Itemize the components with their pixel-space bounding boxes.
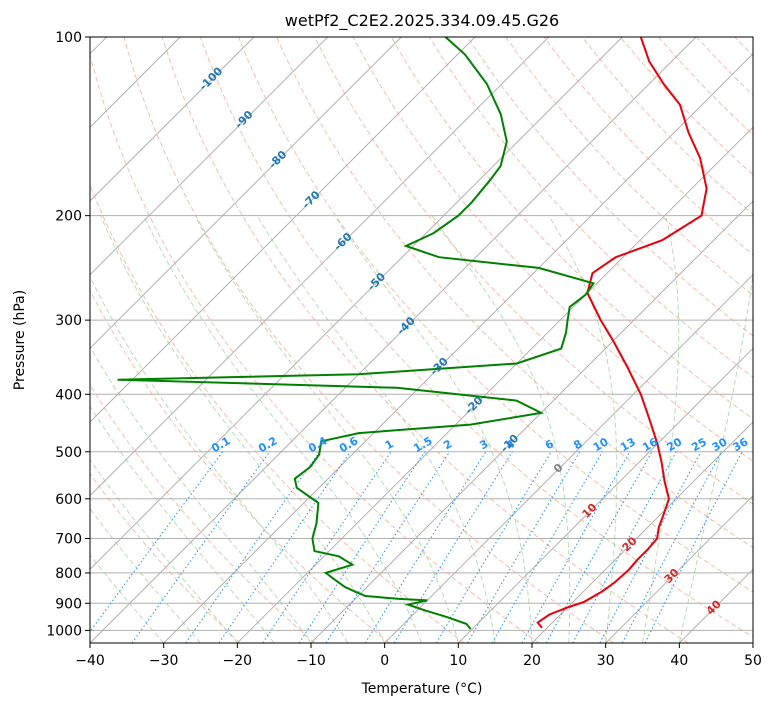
mixing-ratio-line [435, 451, 552, 643]
mixing-ratio-lines [90, 451, 743, 643]
dry-adiabat [314, 37, 753, 505]
x-tick-label: −40 [75, 653, 105, 669]
mixing-ratio-line [644, 451, 743, 643]
isotherm-line [90, 37, 255, 202]
dry-adiabat [90, 289, 390, 643]
y-tick-label: 600 [55, 492, 82, 508]
y-tick-label: 400 [55, 387, 82, 403]
moist-adiabat [90, 345, 312, 643]
y-tick-label: 500 [55, 445, 82, 461]
x-tick-label: 30 [597, 653, 615, 669]
chart-title: wetPf2_C2E2.2025.334.09.45.G26 [285, 11, 559, 31]
plot-frame [89, 36, 754, 644]
isotherm-line [310, 200, 753, 643]
dry-adiabat [199, 37, 753, 638]
isotherm-line [90, 37, 329, 276]
data-series [117, 37, 708, 630]
mixing-ratio-line [364, 451, 487, 643]
isotherm-line [457, 347, 753, 643]
moist-adiabat [90, 507, 201, 643]
isotherm-line [531, 421, 753, 643]
moist-adiabats [90, 215, 753, 643]
dry-adiabat [90, 384, 316, 643]
moist-adiabat [100, 215, 386, 643]
y-tick-label: 100 [55, 30, 82, 46]
moist-adiabat [256, 215, 496, 643]
x-tick-label: 0 [380, 653, 389, 669]
mixing-ratio-line [131, 451, 271, 643]
mixing-ratio-line [545, 451, 653, 643]
mixing-ratio-line [599, 451, 702, 643]
dry-adiabat [505, 37, 753, 296]
isotherm-line [605, 494, 753, 643]
x-tick-label: −10 [296, 653, 326, 669]
mixing-ratio-line [185, 451, 321, 643]
dry-adiabat [90, 183, 465, 643]
plot-area: 0.1 0.2 0.4 0.6 1 1.5 2 3 4 6 8 10 13 16 20 25 30 36-100-… [90, 37, 753, 643]
isotherm-line [90, 37, 402, 350]
isotherm-line [90, 37, 550, 497]
isotherm-line [90, 37, 476, 423]
mixing-ratio-line [262, 451, 392, 643]
dry-adiabat [90, 472, 241, 643]
dry-adiabat [238, 37, 753, 593]
y-tick-label: 1000 [46, 623, 82, 639]
mixing-ratio-line [572, 451, 677, 643]
mixing-ratio-line [90, 451, 224, 633]
moist-adiabat [194, 215, 459, 643]
x-tick-label: 10 [449, 653, 467, 669]
y-tick-label: 900 [55, 596, 82, 612]
x-tick-label: 40 [670, 653, 688, 669]
y-tick-label: 200 [55, 209, 82, 225]
dry-adiabat [352, 37, 753, 462]
x-axis-label: Temperature (°C) [361, 681, 483, 697]
mixing-ratio-line [325, 451, 451, 643]
moist-adiabat [642, 215, 680, 643]
moist-adiabat [548, 215, 618, 643]
moist-adiabat [431, 215, 571, 643]
isotherm-line [384, 273, 753, 643]
axis-ticks: −40 −30 −20 −10 0 10 20 30 40 50 1000 900 800 700 600 5… [46, 30, 762, 669]
isotherm-line [163, 52, 753, 643]
dry-adiabat [123, 37, 614, 643]
y-axis-label: Pressure (hPa) [12, 290, 28, 390]
moist-adiabat [678, 270, 753, 643]
moist-adiabat [143, 215, 422, 643]
dry-adiabat [161, 37, 689, 643]
moist-adiabat [90, 554, 165, 643]
dry-adiabat [428, 37, 753, 378]
isotherm-line [90, 37, 623, 571]
y-tick-label: 800 [55, 566, 82, 582]
temperature-profile [536, 37, 708, 629]
dry-adiabat [90, 52, 540, 643]
mixing-ratio-line [218, 451, 351, 643]
moist-adiabat [90, 458, 238, 643]
mixing-ratio-line [521, 451, 631, 643]
dewpoint-profile [117, 37, 596, 630]
x-tick-label: −20 [223, 653, 253, 669]
x-tick-label: 50 [744, 653, 762, 669]
y-tick-label: 300 [55, 313, 82, 329]
y-tick-label: 700 [55, 532, 82, 548]
isotherm-line [236, 126, 753, 643]
x-tick-label: 20 [523, 653, 541, 669]
x-tick-label: −30 [149, 653, 179, 669]
